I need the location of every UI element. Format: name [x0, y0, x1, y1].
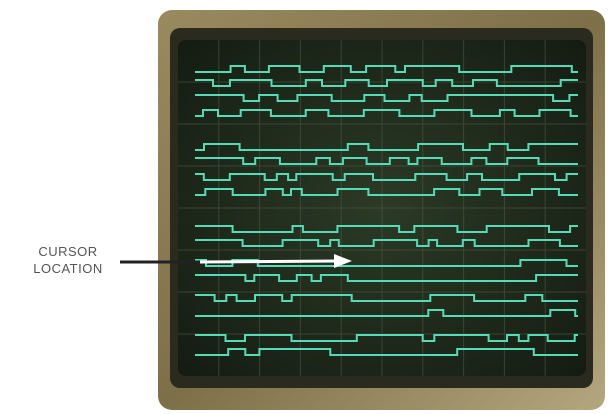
- annotation-line: LOCATION: [22, 260, 114, 277]
- arrow-shaft-light: [200, 261, 338, 262]
- page: CURSOR LOCATION (() => { const data = JS…: [0, 0, 609, 414]
- annotation-line: CURSOR: [22, 243, 114, 260]
- oscilloscope-photo: [0, 0, 609, 414]
